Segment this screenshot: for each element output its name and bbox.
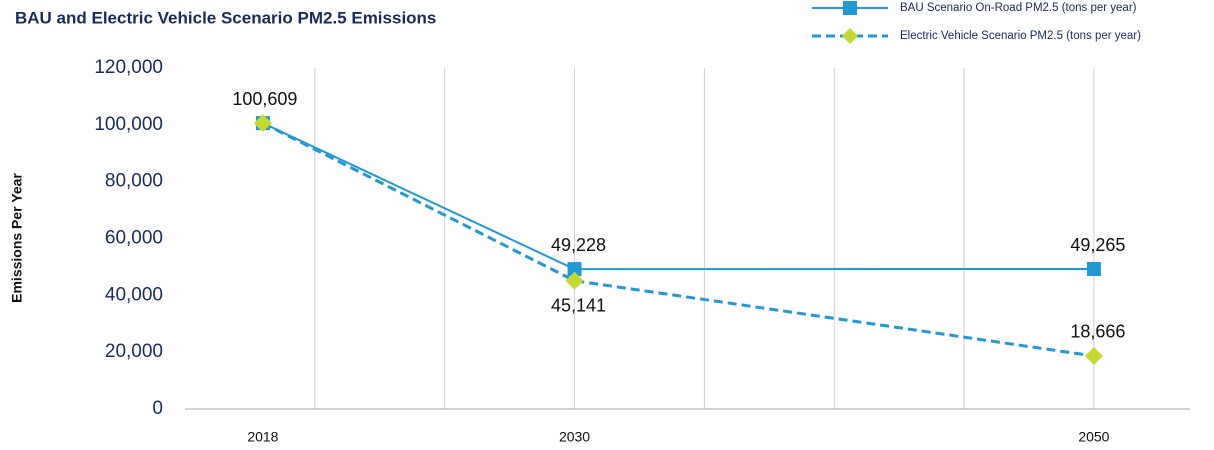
legend-marker [843, 1, 857, 15]
marker [567, 262, 582, 277]
legend-label: Electric Vehicle Scenario PM2.5 (tons pe… [900, 30, 1141, 42]
data-label: 49,265 [1070, 235, 1125, 255]
y-axis-label: Emissions Per Year [9, 173, 25, 303]
line [262, 121, 1095, 358]
marker [1086, 262, 1101, 277]
x-tick-label: 2030 [559, 429, 590, 445]
y-tick-label: 0 [152, 398, 163, 419]
chart-title: BAU and Electric Vehicle Scenario PM2.5 … [15, 8, 436, 27]
x-tick-label: 2050 [1078, 429, 1109, 445]
data-label: 18,666 [1070, 322, 1125, 342]
data-label: 100,609 [232, 89, 297, 109]
data-label: 49,228 [551, 235, 606, 255]
marker [253, 114, 272, 133]
y-tick-label: 60,000 [105, 228, 163, 249]
y-tick-label: 20,000 [105, 341, 163, 362]
y-tick-label: 80,000 [105, 171, 163, 192]
y-tick-label: 40,000 [105, 284, 163, 305]
data-label: 45,141 [551, 295, 606, 315]
marker [565, 271, 584, 290]
legend-label: BAU Scenario On-Road PM2.5 (tons per yea… [900, 2, 1137, 14]
line [262, 122, 1094, 271]
marker [1084, 346, 1103, 365]
x-tick-label: 2018 [247, 429, 278, 445]
y-tick-label: 120,000 [94, 57, 163, 78]
y-tick-label: 100,000 [94, 114, 163, 135]
legend-marker [842, 28, 858, 44]
